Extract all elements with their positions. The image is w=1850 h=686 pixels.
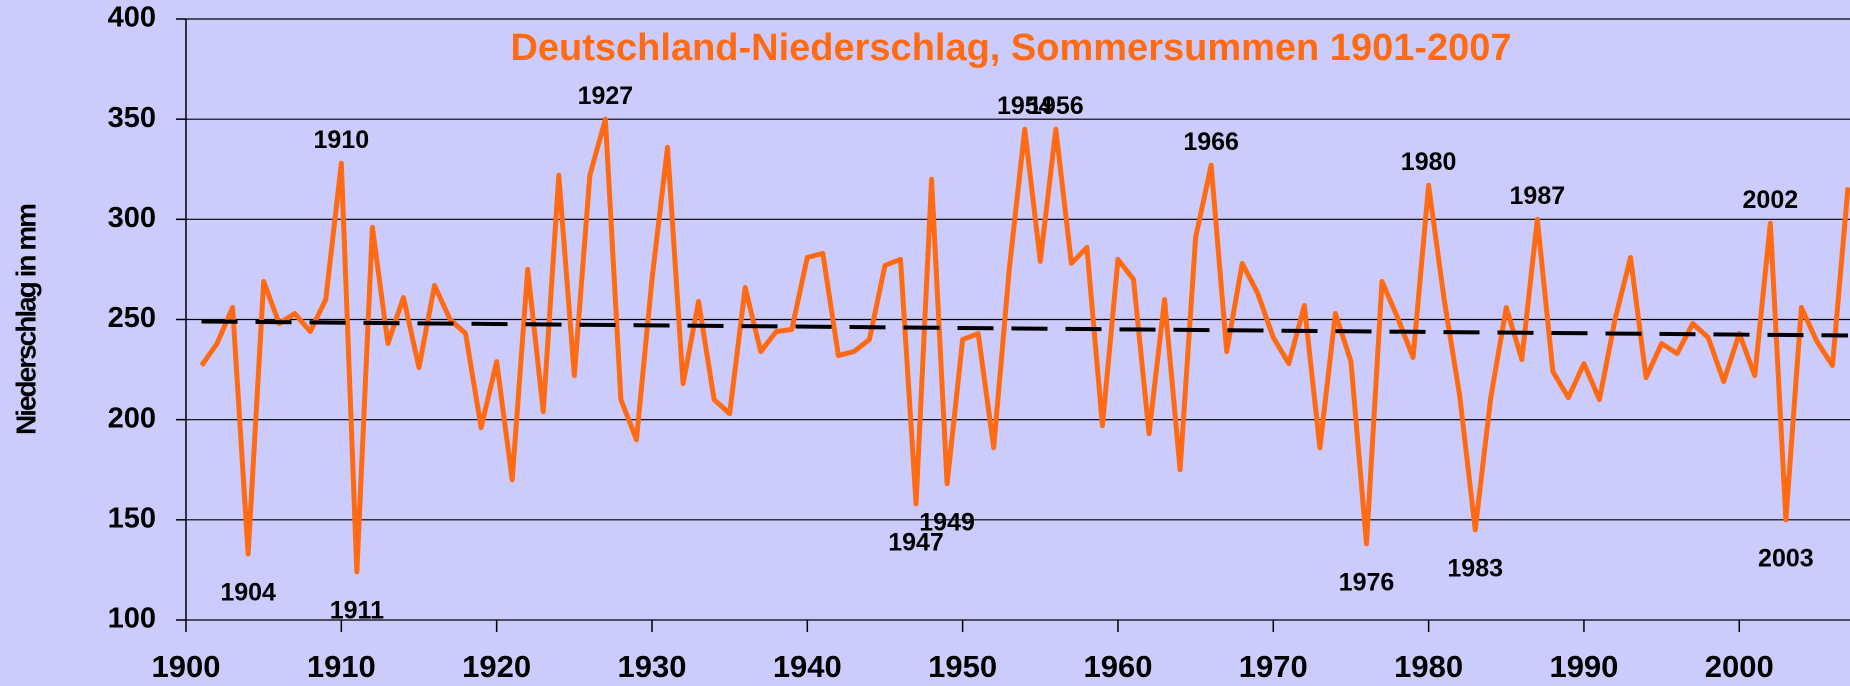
x-tick-label: 1910 <box>307 649 376 684</box>
y-tick-label: 400 <box>108 2 156 34</box>
x-tick-label: 2000 <box>1705 649 1774 684</box>
y-tick-label: 300 <box>108 202 156 234</box>
annotation: 1987 <box>1510 182 1566 210</box>
annotation: 1927 <box>578 82 634 110</box>
y-tick-label: 100 <box>108 603 156 635</box>
annotation: 1949 <box>919 508 975 536</box>
y-tick-label: 200 <box>108 402 156 434</box>
annotation: 1904 <box>220 578 276 606</box>
x-tick-label: 1930 <box>617 649 686 684</box>
trend-line <box>201 319 1849 338</box>
annotation: 1947 <box>888 528 944 556</box>
x-tick-label: 1920 <box>462 649 531 684</box>
annotation: 1956 <box>1028 92 1084 120</box>
x-tick-label: 1940 <box>773 649 842 684</box>
y-tick-label: 150 <box>108 502 156 534</box>
annotation: 1966 <box>1183 128 1239 156</box>
annotation: 1954 <box>997 92 1053 120</box>
chart-title: Deutschland-Niederschlag, Sommersummen 1… <box>510 27 1511 69</box>
x-tick-label: 1970 <box>1239 649 1308 684</box>
annotation: 1983 <box>1447 554 1503 582</box>
annotation: 2002 <box>1743 186 1799 214</box>
x-tick-label: 1950 <box>928 649 997 684</box>
x-tick-label: 1900 <box>152 649 221 684</box>
y-axis-label: Niederschlag in mm <box>10 204 41 435</box>
annotation: 1910 <box>314 126 370 154</box>
x-tick-label: 1990 <box>1549 649 1618 684</box>
annotation: 1911 <box>330 597 384 625</box>
annotation: 2003 <box>1758 544 1814 572</box>
y-tick-label: 350 <box>108 102 156 134</box>
annotation: 1976 <box>1339 568 1395 596</box>
x-tick-label: 1960 <box>1083 649 1152 684</box>
annotation: 1980 <box>1401 148 1457 176</box>
y-tick-label: 250 <box>108 302 156 334</box>
data-line <box>199 116 1850 575</box>
x-tick-label: 1980 <box>1394 649 1463 684</box>
